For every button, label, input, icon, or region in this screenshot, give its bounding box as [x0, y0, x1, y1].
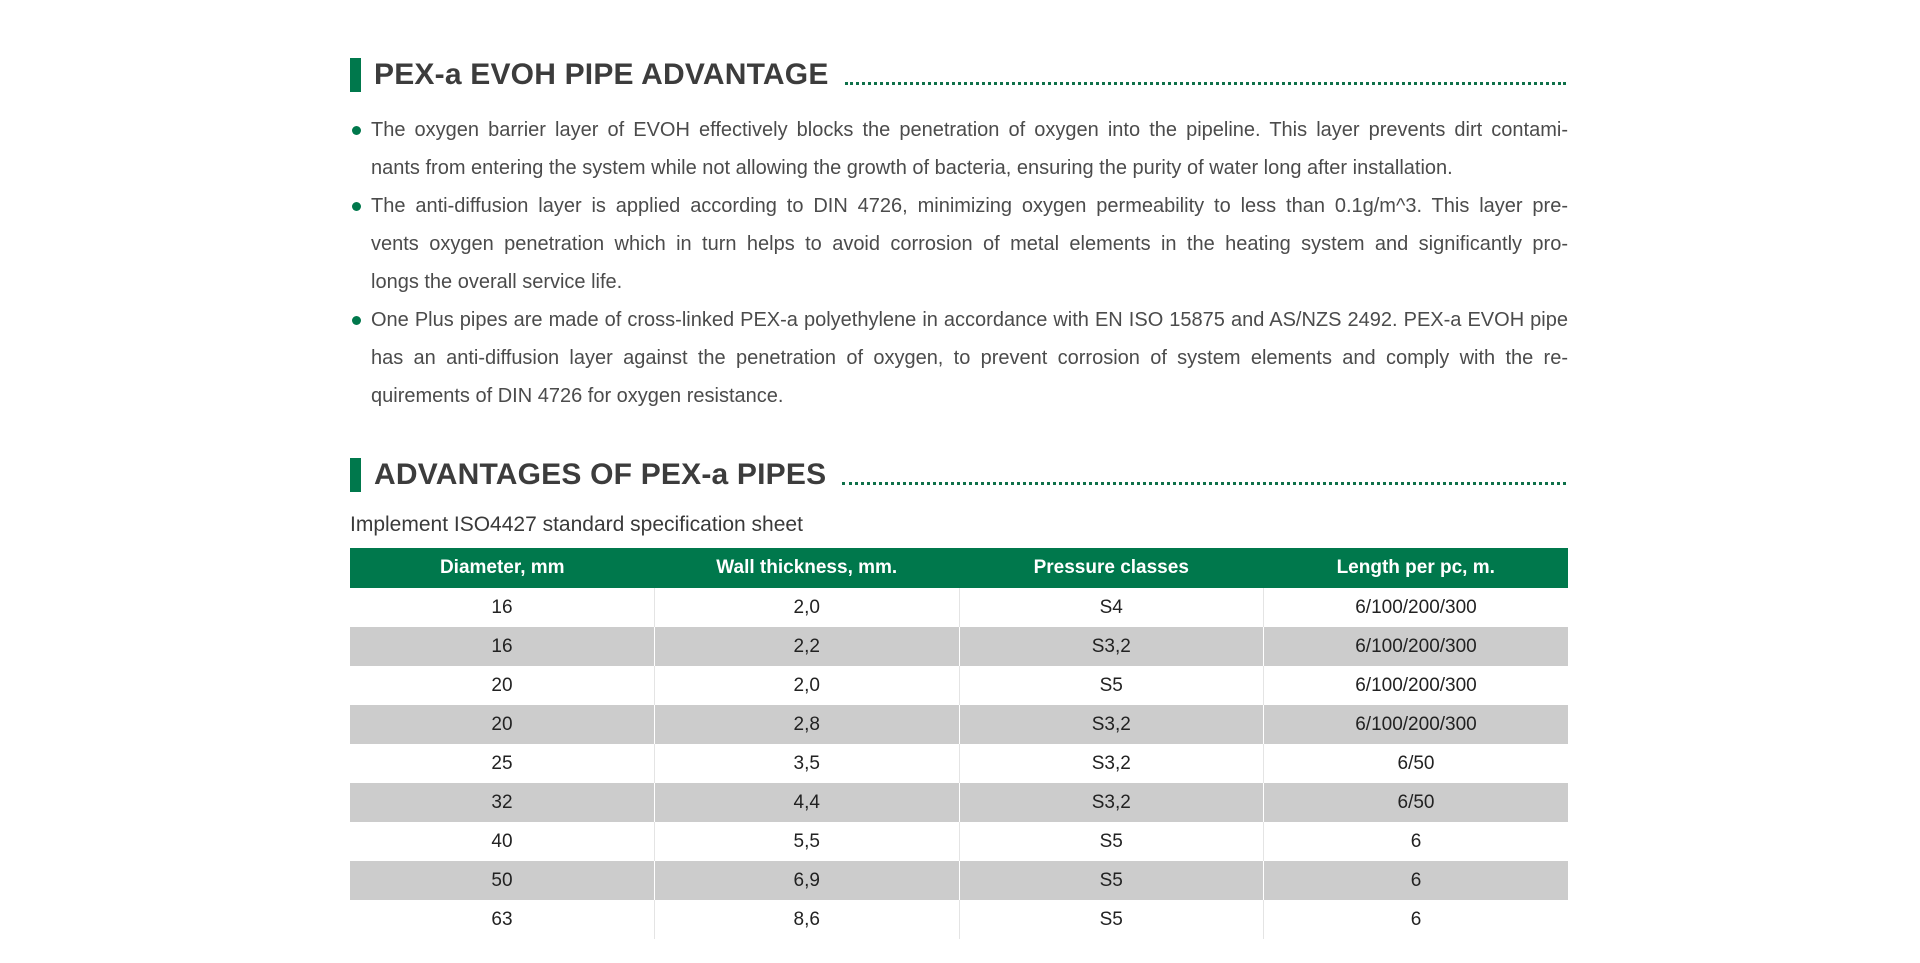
heading-accent-bar-icon — [350, 458, 361, 492]
table-row: 25 3,5 S3,2 6/50 — [350, 744, 1568, 783]
table-row: 20 2,0 S5 6/100/200/300 — [350, 666, 1568, 705]
bullet-item: One Plus pipes are made of cross-linked … — [350, 301, 1568, 415]
dotted-leader-line — [842, 455, 1566, 485]
table-row: 32 4,4 S3,2 6/50 — [350, 783, 1568, 822]
bullet-text: The oxygen barrier layer of EVOH effecti… — [371, 111, 1568, 187]
table-cell: 4,4 — [654, 783, 959, 822]
section-title: ADVANTAGES OF PEX-a PIPES — [374, 458, 827, 491]
bullet-line: has an anti-diffusion layer against the … — [371, 347, 1568, 369]
table-cell: 6 — [1263, 822, 1568, 861]
table-cell: 25 — [350, 744, 655, 783]
table-cell: 63 — [350, 900, 655, 939]
bullet-dot-icon — [352, 202, 361, 211]
bullet-list: The oxygen barrier layer of EVOH effecti… — [350, 111, 1568, 415]
table-cell: 6/100/200/300 — [1263, 627, 1568, 666]
section-heading-advantages: ADVANTAGES OF PEX-a PIPES — [350, 455, 1568, 495]
heading-accent-bar-icon — [350, 58, 361, 92]
section-heading-pex-a-evoh: PEX-a EVOH PIPE ADVANTAGE — [350, 55, 1568, 95]
column-header: Wall thickness, mm. — [654, 548, 959, 588]
column-header: Pressure classes — [959, 548, 1264, 588]
table-cell: S5 — [958, 666, 1264, 705]
bullet-line: quirements of DIN 4726 for oxygen resist… — [371, 385, 784, 407]
table-cell: 5,5 — [654, 822, 959, 861]
table-cell: 6/100/200/300 — [1263, 705, 1568, 744]
table-cell: S5 — [958, 900, 1264, 939]
table-cell: 6/50 — [1263, 783, 1568, 822]
table-cell: 50 — [350, 861, 655, 900]
table-cell: 20 — [350, 705, 655, 744]
table-cell: 6 — [1263, 861, 1568, 900]
table-cell: S3,2 — [958, 744, 1264, 783]
table-cell: S5 — [958, 861, 1264, 900]
column-header: Length per pc, m. — [1263, 548, 1568, 588]
column-header: Diameter, mm — [350, 548, 655, 588]
table-cell: 2,0 — [654, 666, 959, 705]
table-cell: 2,0 — [654, 588, 959, 627]
bullet-item: The oxygen barrier layer of EVOH effecti… — [350, 111, 1568, 187]
table-cell: 6/100/200/300 — [1263, 588, 1568, 627]
bullet-dot-icon — [352, 126, 361, 135]
table-cell: S4 — [958, 588, 1264, 627]
bullet-item: The anti-diffusion layer is applied acco… — [350, 187, 1568, 301]
table-header-row: Diameter, mm Wall thickness, mm. Pressure … — [350, 548, 1568, 588]
table-row: 16 2,2 S3,2 6/100/200/300 — [350, 627, 1568, 666]
spec-table: Diameter, mm Wall thickness, mm. Pressure … — [350, 548, 1568, 939]
table-cell: 6 — [1263, 900, 1568, 939]
table-cell: S3,2 — [958, 705, 1264, 744]
bullet-line: One Plus pipes are made of cross-linked … — [371, 309, 1568, 331]
table-row: 20 2,8 S3,2 6/100/200/300 — [350, 705, 1568, 744]
table-cell: S5 — [958, 822, 1264, 861]
table-cell: 6/50 — [1263, 744, 1568, 783]
table-cell: 2,8 — [654, 705, 959, 744]
table-cell: 6/100/200/300 — [1263, 666, 1568, 705]
table-cell: 32 — [350, 783, 655, 822]
bullet-dot-icon — [352, 316, 361, 325]
bullet-line: The anti-diffusion layer is applied acco… — [371, 195, 1568, 217]
spec-sheet-caption: Implement ISO4427 standard specification… — [350, 513, 803, 536]
content-column: PEX-a EVOH PIPE ADVANTAGE The oxygen bar… — [350, 0, 1568, 939]
table-row: 50 6,9 S5 6 — [350, 861, 1568, 900]
table-row: 16 2,0 S4 6/100/200/300 — [350, 588, 1568, 627]
table-cell: 8,6 — [654, 900, 959, 939]
section-title: PEX-a EVOH PIPE ADVANTAGE — [374, 58, 829, 91]
dotted-leader-line — [844, 55, 1566, 85]
table-cell: 6,9 — [654, 861, 959, 900]
bullet-text: The anti-diffusion layer is applied acco… — [371, 187, 1568, 301]
bullet-line: vents oxygen penetration which in turn h… — [371, 233, 1568, 255]
bullet-text: One Plus pipes are made of cross-linked … — [371, 301, 1568, 415]
table-cell: 40 — [350, 822, 655, 861]
bullet-line: longs the overall service life. — [371, 271, 623, 293]
table-row: 63 8,6 S5 6 — [350, 900, 1568, 939]
table-row: 40 5,5 S5 6 — [350, 822, 1568, 861]
bullet-line: The oxygen barrier layer of EVOH effecti… — [371, 119, 1568, 141]
table-cell: 16 — [350, 627, 655, 666]
table-cell: 3,5 — [654, 744, 959, 783]
table-cell: 2,2 — [654, 627, 959, 666]
table-cell: 20 — [350, 666, 655, 705]
bullet-line: nants from entering the system while not… — [371, 157, 1453, 179]
table-cell: S3,2 — [958, 783, 1264, 822]
table-cell: 16 — [350, 588, 655, 627]
table-cell: S3,2 — [958, 627, 1264, 666]
